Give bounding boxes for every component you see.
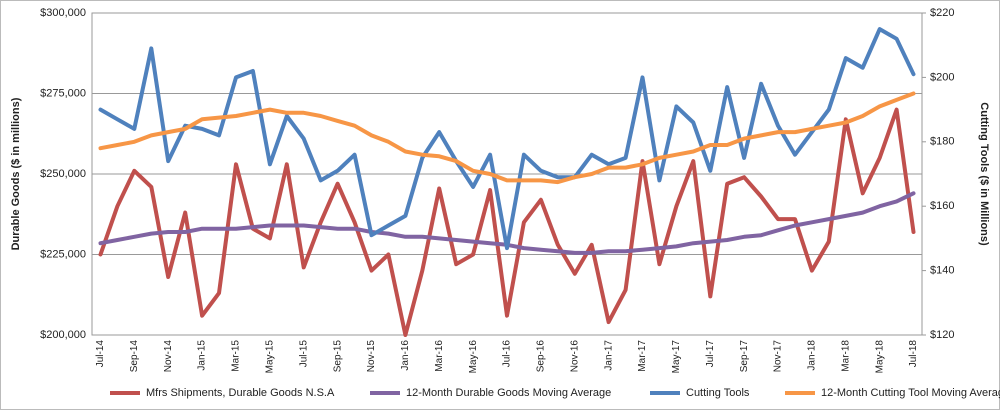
x-tick-label: Nov-16: [569, 340, 580, 373]
x-tick-label: Jul-18: [908, 340, 919, 368]
x-tick-label: Mar-18: [840, 340, 851, 372]
x-tick-label: Jan-18: [807, 340, 818, 371]
x-tick-label: Sep-17: [739, 340, 750, 373]
plot-border: [91, 12, 923, 336]
x-tick-label: May-18: [874, 340, 885, 374]
series-line: [98, 27, 916, 251]
y2-tick-label: $200: [930, 71, 954, 83]
y2-axis-title: Cutting Tools ($ in Millions): [978, 102, 990, 246]
x-tick-label: Mar-16: [434, 340, 445, 372]
x-tick-label: Jul-17: [705, 340, 716, 368]
x-tick-label: Jul-15: [298, 340, 309, 368]
y2-tick-label: $140: [930, 265, 954, 277]
x-tick-label: Sep-15: [332, 340, 343, 373]
y2-tick-label: $160: [930, 200, 954, 212]
y2-tick-label: $220: [930, 7, 954, 19]
x-tick-label: Nov-14: [163, 340, 174, 373]
y2-tick-label: $180: [930, 136, 954, 148]
x-tick-label: May-17: [671, 340, 682, 374]
legend-label: 12-Month Cutting Tool Moving Average: [821, 387, 1000, 399]
y-tick-label: $300,000: [40, 7, 86, 19]
legend-label: Cutting Tools: [686, 387, 750, 399]
legend-label: 12-Month Durable Goods Moving Average: [406, 387, 611, 399]
x-tick-label: Mar-17: [637, 340, 648, 372]
x-tick-label: Sep-16: [536, 340, 547, 373]
y-tick-label: $275,000: [40, 87, 86, 99]
series-line: [98, 91, 916, 185]
y-tick-label: $200,000: [40, 329, 86, 341]
x-tick-label: Jan-15: [197, 340, 208, 371]
x-tick-label: May-16: [468, 340, 479, 374]
x-tick-label: Jan-17: [603, 340, 614, 371]
x-tick-label: Mar-15: [231, 340, 242, 372]
legend-label: Mfrs Shipments, Durable Goods N.S.A: [146, 387, 335, 399]
x-tick-label: Jul-14: [95, 340, 106, 368]
y-tick-label: $250,000: [40, 168, 86, 180]
series-line: [98, 107, 916, 337]
x-tick-label: May-15: [264, 340, 275, 374]
x-tick-label: Sep-14: [129, 340, 140, 373]
x-tick-label: Jan-16: [400, 340, 411, 371]
x-tick-label: Nov-15: [366, 340, 377, 373]
y2-tick-label: $120: [930, 329, 954, 341]
x-tick-label: Jul-16: [502, 340, 513, 368]
y-tick-label: $225,000: [40, 248, 86, 260]
y-axis-title: Durable Goods ($ in millions): [10, 97, 22, 250]
x-tick-label: Nov-17: [773, 340, 784, 373]
